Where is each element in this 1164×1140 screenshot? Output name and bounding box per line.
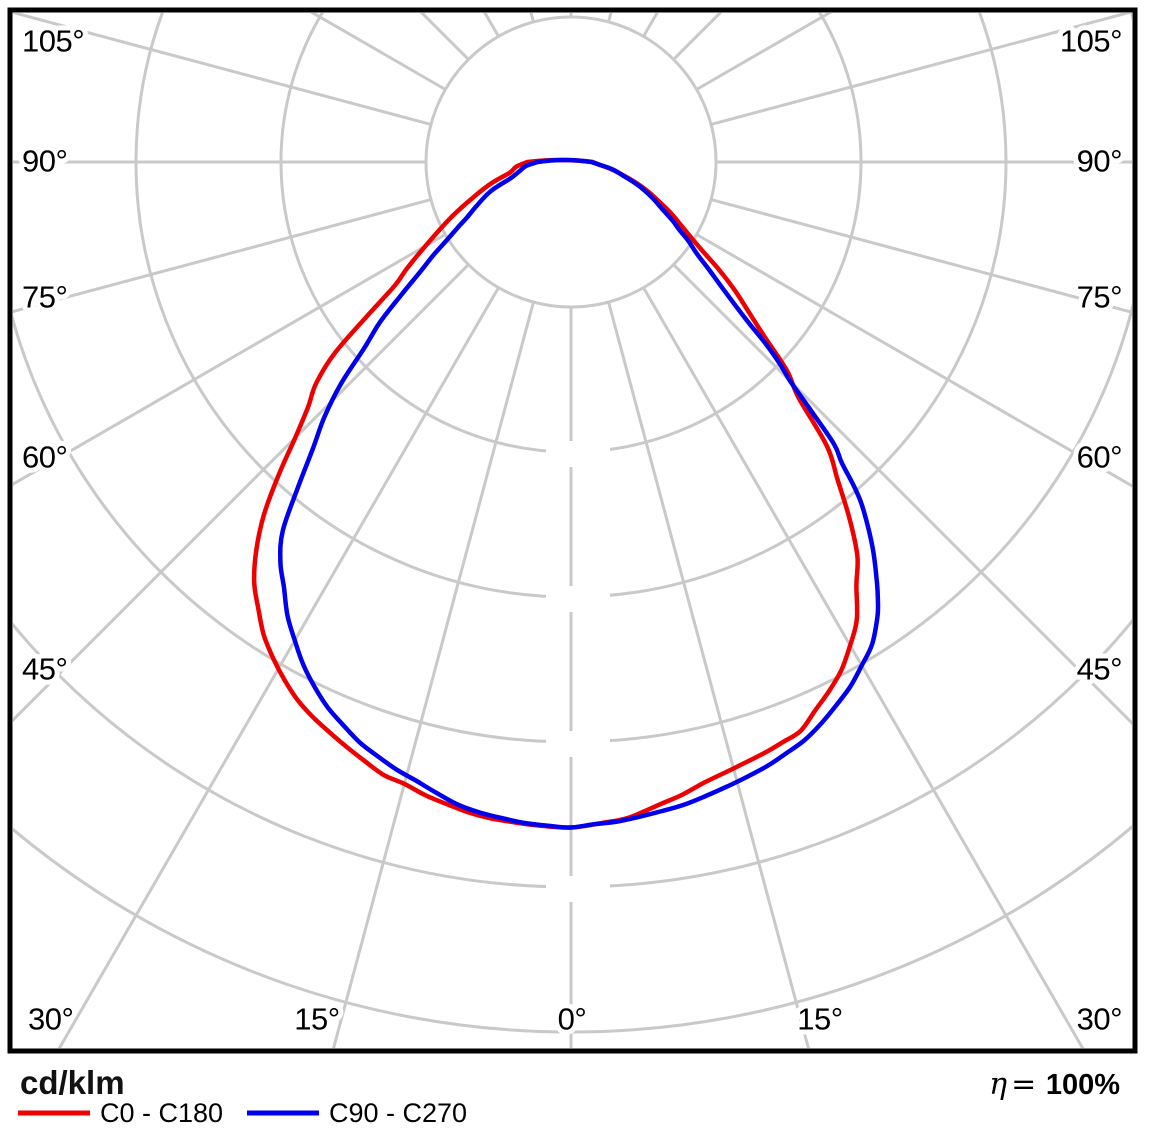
angle-label-bottom-left-30: 30° bbox=[28, 1002, 73, 1037]
ring-value-halo-4 bbox=[546, 731, 610, 757]
grid-spoke-45deg bbox=[672, 263, 1132, 726]
angle-label-right-75: 75° bbox=[1077, 280, 1122, 315]
chart-border bbox=[7, 7, 1138, 1054]
angle-label-left-75: 75° bbox=[22, 280, 67, 315]
eta-symbol: η bbox=[989, 1067, 1007, 1102]
grid-spoke-15deg bbox=[607, 301, 810, 1048]
legend-label-c0-c180: C0 - C180 bbox=[100, 1098, 223, 1128]
angle-label-left-90: 90° bbox=[22, 144, 67, 179]
grid-spoke-75deg bbox=[710, 198, 1132, 314]
angle-label-bottom-right-30: 30° bbox=[1077, 1002, 1122, 1037]
angle-label-left-45: 45° bbox=[22, 652, 67, 687]
grid-spoke-60deg bbox=[695, 233, 1132, 488]
grid-ring-4 bbox=[13, 13, 1132, 744]
ring-value-halo-2 bbox=[546, 441, 610, 467]
angle-label-right-45: 45° bbox=[1077, 652, 1122, 687]
ring-value-halo-3 bbox=[546, 586, 610, 612]
angle-label-left-105: 105° bbox=[22, 24, 84, 59]
grid-spoke--105deg bbox=[13, 13, 432, 126]
eta-value: 100% bbox=[1046, 1069, 1120, 1101]
grid-spoke--45deg bbox=[13, 263, 470, 723]
legend: C0 - C180 C90 - C270 bbox=[18, 1098, 467, 1128]
grid-spoke--30deg bbox=[57, 286, 500, 1048]
angle-label-right-90: 90° bbox=[1077, 144, 1122, 179]
angle-label-bottom-0: 0° bbox=[558, 1002, 587, 1037]
intensity-curves bbox=[251, 157, 881, 830]
grid-spoke-30deg bbox=[642, 286, 1085, 1048]
grid-spoke--15deg bbox=[332, 301, 535, 1048]
angle-label-left-60: 60° bbox=[22, 440, 67, 475]
efficiency-label: η = 100% bbox=[989, 1067, 1120, 1102]
angle-label-right-105: 105° bbox=[1060, 24, 1122, 59]
eta-equals: = bbox=[1011, 1067, 1046, 1102]
ring-value-halo-5 bbox=[546, 876, 610, 902]
legend-label-c90-c270: C90 - C270 bbox=[329, 1098, 467, 1128]
ring-label-halos bbox=[546, 441, 610, 902]
angle-label-right-60: 60° bbox=[1077, 440, 1122, 475]
unit-label: cd/klm bbox=[20, 1064, 125, 1101]
grid-spoke-105deg bbox=[710, 13, 1132, 126]
angle-label-bottom-left-15: 15° bbox=[294, 1002, 339, 1037]
curve-c90-c270 bbox=[277, 157, 881, 830]
angle-label-bottom-right-15: 15° bbox=[797, 1002, 842, 1037]
grid-spoke--60deg bbox=[13, 233, 447, 486]
grid-spoke--75deg bbox=[13, 198, 432, 314]
